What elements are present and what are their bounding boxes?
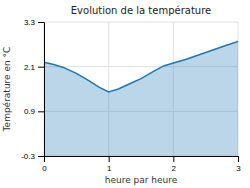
x-axis-tick-mark — [109, 156, 110, 162]
title: Evolution de la température — [71, 5, 211, 16]
x-axis-line — [45, 157, 239, 163]
x-axis-tick-mark — [238, 156, 239, 162]
y-axis-tick: 0.9 — [24, 107, 44, 116]
y-axis-tick-mark — [38, 156, 44, 157]
x-axis-label: heure par heure — [105, 175, 178, 185]
chart: 0 1 2 3 -0.3 0.9 2.1 3.3 Evolution de la tempéra… — [0, 0, 250, 188]
x-axis-tick: 1 — [107, 156, 112, 173]
x-axis: 0 1 2 3 — [42, 156, 241, 173]
x-axis-tick-label: 3 — [236, 164, 241, 173]
x-axis-tick: 2 — [172, 156, 177, 173]
y-axis-tick-label: -0.3 — [21, 152, 35, 161]
y-axis-label: Température en °C — [2, 47, 12, 133]
grid — [44, 22, 238, 156]
plot-area: 0 1 2 3 -0.3 0.9 2.1 3.3 — [21, 18, 241, 173]
y-axis-tick-mark — [38, 22, 44, 23]
grid-line-y — [44, 22, 238, 23]
x-axis-tick-label: 0 — [42, 164, 47, 173]
marks — [44, 41, 238, 156]
line — [44, 41, 238, 92]
y-axis-line — [38, 23, 45, 157]
y-axis-tick: 3.3 — [24, 18, 44, 27]
x-axis-tick: 3 — [236, 156, 241, 173]
y-axis-tick-label: 0.9 — [24, 107, 36, 116]
y-axis-tick: 2.1 — [24, 63, 44, 72]
y-axis-tick: -0.3 — [21, 152, 44, 161]
x-axis-tick-label: 1 — [107, 164, 112, 173]
y-axis-tick-mark — [38, 111, 44, 112]
y-axis-tick-mark — [38, 67, 44, 68]
x-axis-tick-label: 2 — [172, 164, 177, 173]
x-axis-tick: 0 — [42, 156, 47, 173]
y-axis-tick-label: 2.1 — [24, 63, 36, 72]
x-axis-tick-mark — [173, 156, 174, 162]
y-axis-tick-label: 3.3 — [24, 18, 36, 27]
y-axis: -0.3 0.9 2.1 3.3 — [21, 18, 44, 161]
area — [44, 41, 238, 156]
